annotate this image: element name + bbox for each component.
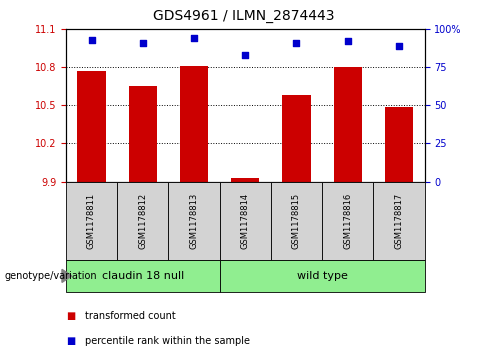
Text: ■: ■ xyxy=(66,311,75,321)
Point xyxy=(88,37,96,42)
Text: claudin 18 null: claudin 18 null xyxy=(102,271,184,281)
Polygon shape xyxy=(62,269,72,282)
Point xyxy=(242,52,249,58)
Bar xyxy=(78,71,105,182)
Point xyxy=(139,40,147,46)
Bar xyxy=(168,182,220,260)
Bar xyxy=(271,182,322,260)
Bar xyxy=(220,182,271,260)
Point xyxy=(395,43,403,49)
Bar xyxy=(231,178,259,182)
Text: GSM1178814: GSM1178814 xyxy=(241,192,250,249)
Point xyxy=(190,35,198,41)
Bar xyxy=(322,182,373,260)
Bar xyxy=(117,182,168,260)
Text: ■: ■ xyxy=(66,336,75,346)
Point xyxy=(293,40,301,46)
Bar xyxy=(373,182,425,260)
Text: GSM1178817: GSM1178817 xyxy=(394,192,404,249)
Text: GSM1178811: GSM1178811 xyxy=(87,192,96,249)
Text: transformed count: transformed count xyxy=(85,311,176,321)
Bar xyxy=(385,107,413,182)
Text: GSM1178815: GSM1178815 xyxy=(292,192,301,249)
Bar xyxy=(283,95,310,182)
Bar xyxy=(334,67,362,182)
Bar xyxy=(220,260,425,292)
Bar xyxy=(180,66,208,182)
Bar xyxy=(66,260,220,292)
Bar xyxy=(66,182,117,260)
Bar xyxy=(129,86,157,182)
Text: wild type: wild type xyxy=(297,271,347,281)
Point xyxy=(344,38,352,44)
Text: GSM1178816: GSM1178816 xyxy=(343,192,352,249)
Text: GSM1178812: GSM1178812 xyxy=(138,192,147,249)
Text: percentile rank within the sample: percentile rank within the sample xyxy=(85,336,250,346)
Text: genotype/variation: genotype/variation xyxy=(5,271,98,281)
Text: GSM1178813: GSM1178813 xyxy=(189,192,199,249)
Text: GDS4961 / ILMN_2874443: GDS4961 / ILMN_2874443 xyxy=(153,9,335,23)
